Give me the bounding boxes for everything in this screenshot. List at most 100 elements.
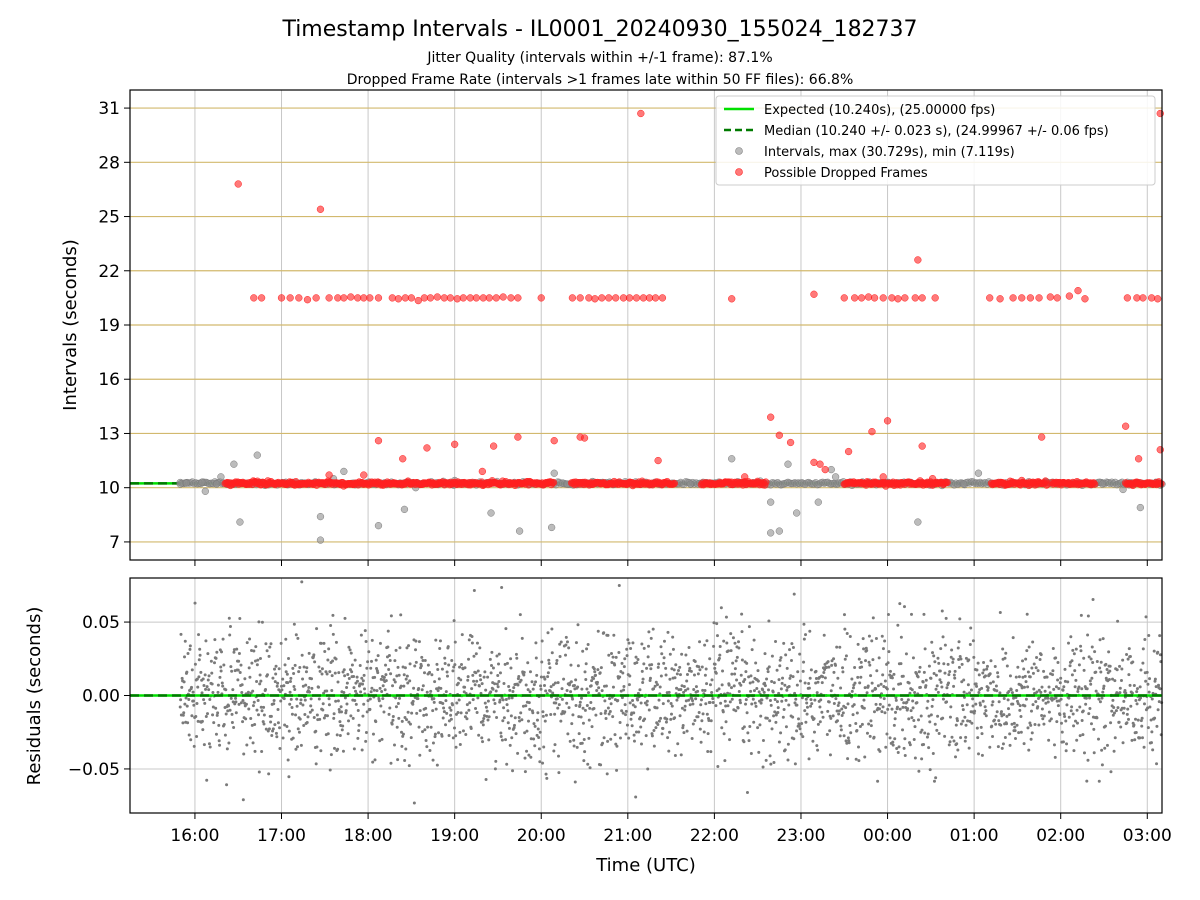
residual-point <box>485 714 489 718</box>
residual-point <box>717 656 721 660</box>
residual-point <box>562 677 566 681</box>
dropped-frame-point <box>619 294 628 302</box>
residual-point <box>1104 724 1108 728</box>
residual-point <box>245 743 249 747</box>
residual-point <box>893 717 897 721</box>
residual-point <box>740 612 744 616</box>
residual-point <box>831 683 835 687</box>
residual-point <box>738 701 742 705</box>
residual-point <box>923 647 927 651</box>
residual-point <box>867 722 871 726</box>
residual-point <box>244 702 248 706</box>
residual-point <box>1116 706 1120 710</box>
residual-point <box>300 580 304 584</box>
residual-point <box>283 723 287 727</box>
residual-point <box>938 669 942 673</box>
residual-point <box>710 690 714 694</box>
residual-point <box>549 712 553 716</box>
residual-point <box>678 673 682 677</box>
residual-point <box>225 747 229 751</box>
residual-point <box>742 740 746 744</box>
interval-point <box>316 512 325 521</box>
residual-point <box>424 739 428 743</box>
residual-point <box>1109 770 1113 774</box>
residual-point <box>679 688 683 692</box>
residual-point <box>269 714 273 718</box>
residual-point <box>629 717 633 721</box>
residual-point <box>276 721 280 725</box>
residual-point <box>938 678 942 682</box>
residual-point <box>858 681 862 685</box>
residual-point <box>399 613 403 617</box>
residual-point <box>455 701 459 705</box>
residual-point <box>443 661 447 665</box>
residual-point <box>609 737 613 741</box>
residual-point <box>680 652 684 656</box>
residual-points <box>178 580 1164 805</box>
residual-point <box>212 661 216 665</box>
residual-point <box>628 701 632 705</box>
residual-point <box>988 672 992 676</box>
residual-point <box>305 666 309 670</box>
residual-point <box>227 704 231 708</box>
residual-point <box>250 661 254 665</box>
residual-point <box>408 722 412 726</box>
residual-point <box>960 680 964 684</box>
residual-point <box>700 719 704 723</box>
residual-point <box>325 672 329 676</box>
residual-point <box>956 748 960 752</box>
residual-point <box>599 712 603 716</box>
residual-point <box>1031 640 1035 644</box>
residual-point <box>943 734 947 738</box>
residual-point <box>353 699 357 703</box>
residual-point <box>182 711 186 715</box>
dropped-frame-point <box>598 294 606 302</box>
dropped-frame-point <box>844 447 853 456</box>
residual-point <box>1049 717 1053 721</box>
residual-point <box>352 674 356 678</box>
residual-point <box>913 756 917 760</box>
residual-point <box>1038 658 1042 662</box>
residual-point <box>207 688 211 692</box>
residual-point <box>447 663 451 667</box>
residual-point <box>356 736 360 740</box>
intervals-y-tick-label: 28 <box>98 153 120 173</box>
residual-point <box>936 714 940 718</box>
residual-point <box>887 613 891 617</box>
residual-point <box>1014 675 1018 679</box>
residual-point <box>931 698 935 702</box>
residual-point <box>1155 762 1159 766</box>
residual-point <box>274 731 278 735</box>
residual-point <box>1145 670 1149 674</box>
residual-point <box>260 620 264 624</box>
residual-point <box>693 718 697 722</box>
residual-point <box>624 709 628 713</box>
residual-point <box>1127 647 1131 651</box>
residual-point <box>631 703 635 707</box>
residual-point <box>291 736 295 740</box>
residual-point <box>1080 718 1084 722</box>
residual-point <box>300 653 304 657</box>
residual-point <box>516 683 520 687</box>
residual-point <box>708 657 712 661</box>
residual-point <box>659 645 663 649</box>
residual-point <box>356 709 360 713</box>
residual-point <box>712 621 716 625</box>
residual-point <box>542 683 546 687</box>
residual-point <box>744 670 748 674</box>
residual-point <box>881 673 885 677</box>
residual-point <box>1003 736 1007 740</box>
residual-point <box>256 658 260 662</box>
residual-point <box>1042 669 1046 673</box>
residual-point <box>1029 737 1033 741</box>
residual-point <box>539 687 543 691</box>
residual-point <box>601 741 605 745</box>
residual-point <box>1005 664 1009 668</box>
residual-point <box>334 699 338 703</box>
residual-point <box>405 718 409 722</box>
residual-point <box>489 671 493 675</box>
dropped-frame-point <box>637 109 645 118</box>
residual-point <box>1109 721 1113 725</box>
residual-point <box>465 717 469 721</box>
residual-point <box>687 646 691 650</box>
